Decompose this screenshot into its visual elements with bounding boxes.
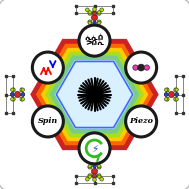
Circle shape bbox=[133, 65, 138, 70]
Circle shape bbox=[88, 165, 92, 169]
Circle shape bbox=[85, 177, 89, 181]
Polygon shape bbox=[45, 52, 144, 137]
Circle shape bbox=[21, 98, 25, 101]
Circle shape bbox=[98, 164, 101, 168]
Circle shape bbox=[12, 88, 15, 92]
Circle shape bbox=[85, 8, 89, 12]
Circle shape bbox=[93, 164, 96, 168]
Circle shape bbox=[91, 15, 98, 21]
Circle shape bbox=[88, 175, 91, 178]
Circle shape bbox=[88, 164, 91, 168]
Text: ᕘᕣᕇ: ᕘᕣᕇ bbox=[85, 40, 104, 47]
Circle shape bbox=[12, 97, 15, 101]
Circle shape bbox=[175, 93, 179, 96]
Circle shape bbox=[21, 93, 25, 96]
Text: Piezo: Piezo bbox=[129, 117, 153, 125]
Circle shape bbox=[98, 21, 101, 25]
Circle shape bbox=[15, 91, 21, 98]
Circle shape bbox=[93, 8, 96, 11]
Polygon shape bbox=[41, 48, 148, 141]
Circle shape bbox=[79, 25, 110, 56]
Circle shape bbox=[100, 8, 104, 12]
Circle shape bbox=[20, 88, 24, 92]
Circle shape bbox=[88, 174, 92, 177]
Circle shape bbox=[10, 93, 14, 96]
Circle shape bbox=[20, 97, 24, 101]
Circle shape bbox=[11, 98, 14, 101]
Text: ⚡: ⚡ bbox=[91, 143, 98, 153]
Polygon shape bbox=[30, 39, 159, 150]
Circle shape bbox=[126, 106, 157, 137]
Circle shape bbox=[91, 168, 98, 174]
Circle shape bbox=[168, 91, 174, 98]
Circle shape bbox=[93, 178, 96, 181]
Polygon shape bbox=[36, 44, 153, 145]
Circle shape bbox=[88, 20, 92, 24]
Circle shape bbox=[97, 174, 101, 177]
Circle shape bbox=[11, 88, 14, 91]
Polygon shape bbox=[50, 56, 139, 133]
Circle shape bbox=[98, 11, 101, 14]
Circle shape bbox=[175, 88, 178, 91]
Polygon shape bbox=[55, 60, 134, 129]
Circle shape bbox=[98, 175, 101, 178]
Circle shape bbox=[165, 97, 169, 101]
Circle shape bbox=[164, 88, 168, 91]
Circle shape bbox=[93, 175, 96, 179]
Circle shape bbox=[21, 88, 25, 91]
Circle shape bbox=[138, 64, 145, 71]
Circle shape bbox=[174, 97, 177, 101]
Circle shape bbox=[32, 52, 63, 83]
Circle shape bbox=[175, 93, 179, 96]
Circle shape bbox=[21, 93, 25, 96]
Circle shape bbox=[93, 10, 96, 14]
Circle shape bbox=[100, 177, 104, 181]
Circle shape bbox=[32, 106, 63, 137]
Circle shape bbox=[88, 12, 92, 15]
Circle shape bbox=[174, 88, 177, 92]
Circle shape bbox=[92, 11, 97, 15]
Circle shape bbox=[79, 133, 110, 164]
Circle shape bbox=[175, 98, 178, 101]
Circle shape bbox=[164, 93, 168, 96]
Text: ᕇᕇᕣ: ᕇᕇᕣ bbox=[85, 35, 104, 41]
Circle shape bbox=[164, 93, 168, 96]
Circle shape bbox=[126, 52, 157, 83]
Circle shape bbox=[97, 20, 101, 24]
Circle shape bbox=[165, 88, 169, 92]
Circle shape bbox=[164, 98, 168, 101]
Circle shape bbox=[93, 21, 96, 25]
Circle shape bbox=[88, 11, 91, 14]
Text: Spin: Spin bbox=[38, 117, 58, 125]
Circle shape bbox=[144, 65, 149, 70]
Circle shape bbox=[10, 93, 14, 96]
Circle shape bbox=[97, 165, 101, 169]
Circle shape bbox=[97, 12, 101, 15]
Circle shape bbox=[88, 21, 91, 25]
Circle shape bbox=[92, 174, 97, 178]
